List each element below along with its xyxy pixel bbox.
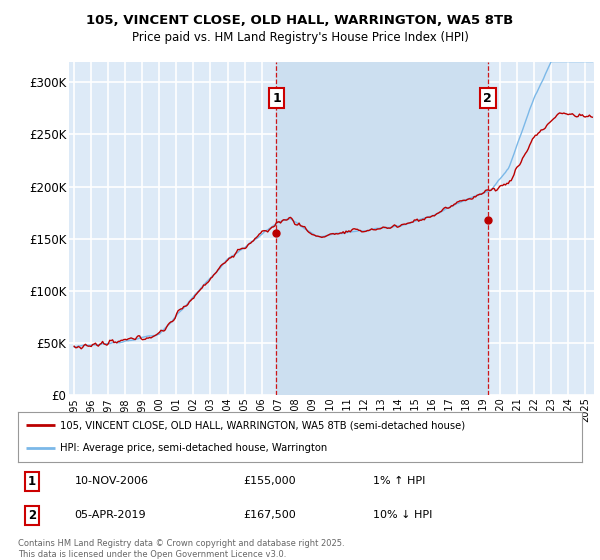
Text: 05-APR-2019: 05-APR-2019 [74,511,146,520]
Bar [277,62,488,395]
Text: 2: 2 [484,91,492,105]
Text: 105, VINCENT CLOSE, OLD HALL, WARRINGTON, WA5 8TB: 105, VINCENT CLOSE, OLD HALL, WARRINGTON… [86,14,514,27]
Text: HPI: Average price, semi-detached house, Warrington: HPI: Average price, semi-detached house,… [60,444,328,454]
Text: Price paid vs. HM Land Registry's House Price Index (HPI): Price paid vs. HM Land Registry's House … [131,31,469,44]
Text: 1: 1 [28,475,36,488]
Text: 10% ↓ HPI: 10% ↓ HPI [373,511,433,520]
Text: 2: 2 [28,509,36,522]
Text: 105, VINCENT CLOSE, OLD HALL, WARRINGTON, WA5 8TB (semi-detached house): 105, VINCENT CLOSE, OLD HALL, WARRINGTON… [60,420,466,430]
Text: Contains HM Land Registry data © Crown copyright and database right 2025.
This d: Contains HM Land Registry data © Crown c… [18,539,344,559]
Text: 1: 1 [272,91,281,105]
Text: £167,500: £167,500 [244,511,296,520]
Text: 10-NOV-2006: 10-NOV-2006 [74,477,148,487]
Text: 1% ↑ HPI: 1% ↑ HPI [373,477,425,487]
Text: £155,000: £155,000 [244,477,296,487]
